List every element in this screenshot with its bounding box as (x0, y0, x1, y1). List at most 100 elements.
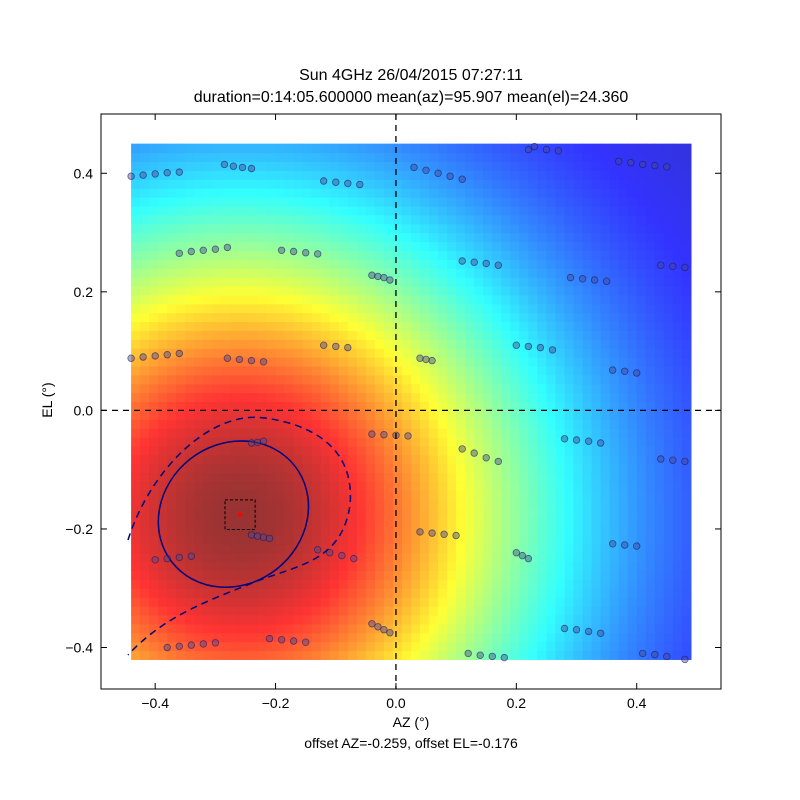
heatmap-cell (185, 650, 195, 660)
heatmap-cell (311, 330, 322, 340)
heatmap-cell (492, 490, 502, 500)
heatmap-cell (528, 454, 539, 465)
heatmap-cell (528, 641, 539, 652)
heatmap-cell (275, 232, 286, 243)
sample-point (350, 554, 358, 563)
heatmap-cell (510, 232, 520, 243)
heatmap-cell (528, 259, 539, 269)
heatmap-cell (203, 499, 213, 509)
heatmap-cell (374, 214, 385, 225)
heatmap-cell (573, 232, 584, 243)
heatmap-cell (672, 445, 683, 456)
heatmap-cell (311, 445, 322, 456)
heatmap-cell (248, 374, 259, 385)
heatmap-cell (420, 143, 430, 154)
heatmap-cell (194, 152, 204, 163)
heatmap-cell (465, 481, 475, 492)
heatmap-cell (401, 357, 412, 367)
heatmap-cell (302, 525, 313, 536)
heatmap-cell (140, 499, 150, 509)
heatmap-cell (645, 152, 656, 163)
heatmap-cell (149, 401, 159, 411)
heatmap-cell (600, 614, 611, 625)
heatmap-cell (537, 223, 548, 234)
heatmap-cell (212, 543, 222, 554)
heatmap-cell (681, 196, 692, 207)
heatmap-cell (383, 223, 394, 234)
heatmap-cell (176, 312, 186, 323)
heatmap-cell (636, 499, 647, 509)
heatmap-cell (429, 570, 439, 580)
heatmap-cell (645, 294, 656, 305)
heatmap-cell (528, 223, 539, 234)
heatmap-cell (681, 348, 692, 358)
heatmap-cell (275, 223, 286, 234)
heatmap-cell (627, 623, 638, 634)
sample-point (175, 553, 183, 562)
heatmap-cell (654, 339, 665, 349)
heatmap-cell (564, 437, 575, 447)
heatmap-cell (672, 285, 683, 296)
heatmap-cell (645, 214, 656, 225)
heatmap-cell (185, 277, 195, 287)
heatmap-cell (663, 419, 674, 429)
heatmap-cell (167, 161, 177, 171)
heatmap-cell (194, 348, 204, 358)
heatmap-cell (681, 365, 692, 376)
heatmap-cell (591, 525, 602, 536)
heatmap-cell (239, 374, 250, 385)
heatmap-cell (203, 357, 213, 367)
heatmap-cell (537, 374, 548, 385)
heatmap-cell (347, 641, 358, 652)
heatmap-cell (365, 419, 376, 429)
heatmap-cell (185, 552, 195, 563)
heatmap-cell (555, 348, 566, 358)
heatmap-cell (320, 365, 331, 376)
heatmap-cell (383, 508, 394, 518)
heatmap-cell (347, 632, 358, 643)
heatmap-cell (356, 268, 367, 278)
heatmap-cell (681, 437, 692, 447)
heatmap-cell (311, 383, 322, 394)
heatmap-cell (149, 419, 159, 429)
heatmap-cell (663, 437, 674, 447)
heatmap-cell (185, 579, 195, 589)
heatmap-cell (230, 285, 241, 296)
heatmap-cell (221, 410, 232, 420)
heatmap-cell (239, 445, 250, 456)
heatmap-cell (681, 161, 692, 171)
heatmap-cell (302, 312, 313, 323)
heatmap-cell (383, 330, 394, 340)
heatmap-cell (230, 570, 241, 580)
heatmap-cell (194, 357, 204, 367)
heatmap-cell (347, 552, 358, 563)
heatmap-cell (429, 552, 439, 563)
heatmap-cell (483, 606, 493, 616)
heatmap-cell (329, 508, 340, 518)
heatmap-cell (230, 179, 241, 189)
heatmap-cell (401, 534, 412, 545)
heatmap-cell (221, 401, 232, 411)
heatmap-cell (248, 143, 259, 154)
heatmap-cell (302, 623, 313, 634)
heatmap-cell (636, 161, 647, 171)
heatmap-cell (465, 214, 475, 225)
heatmap-cell (230, 143, 241, 154)
heatmap-cell (347, 232, 358, 243)
heatmap-cell (456, 294, 466, 305)
heatmap-cell (329, 570, 340, 580)
heatmap-cell (654, 365, 665, 376)
sample-point (187, 247, 195, 256)
heatmap-cell (483, 508, 493, 518)
heatmap-cell (528, 428, 539, 438)
heatmap-cell (645, 588, 656, 598)
heatmap-cell (311, 232, 322, 243)
heatmap-cell (438, 641, 448, 652)
heatmap-cell (275, 606, 286, 616)
heatmap-cell (275, 419, 286, 429)
heatmap-cell (528, 392, 539, 403)
heatmap-cell (140, 330, 150, 340)
heatmap-cell (429, 508, 439, 518)
sample-point (627, 158, 635, 167)
heatmap-cell (203, 188, 213, 198)
